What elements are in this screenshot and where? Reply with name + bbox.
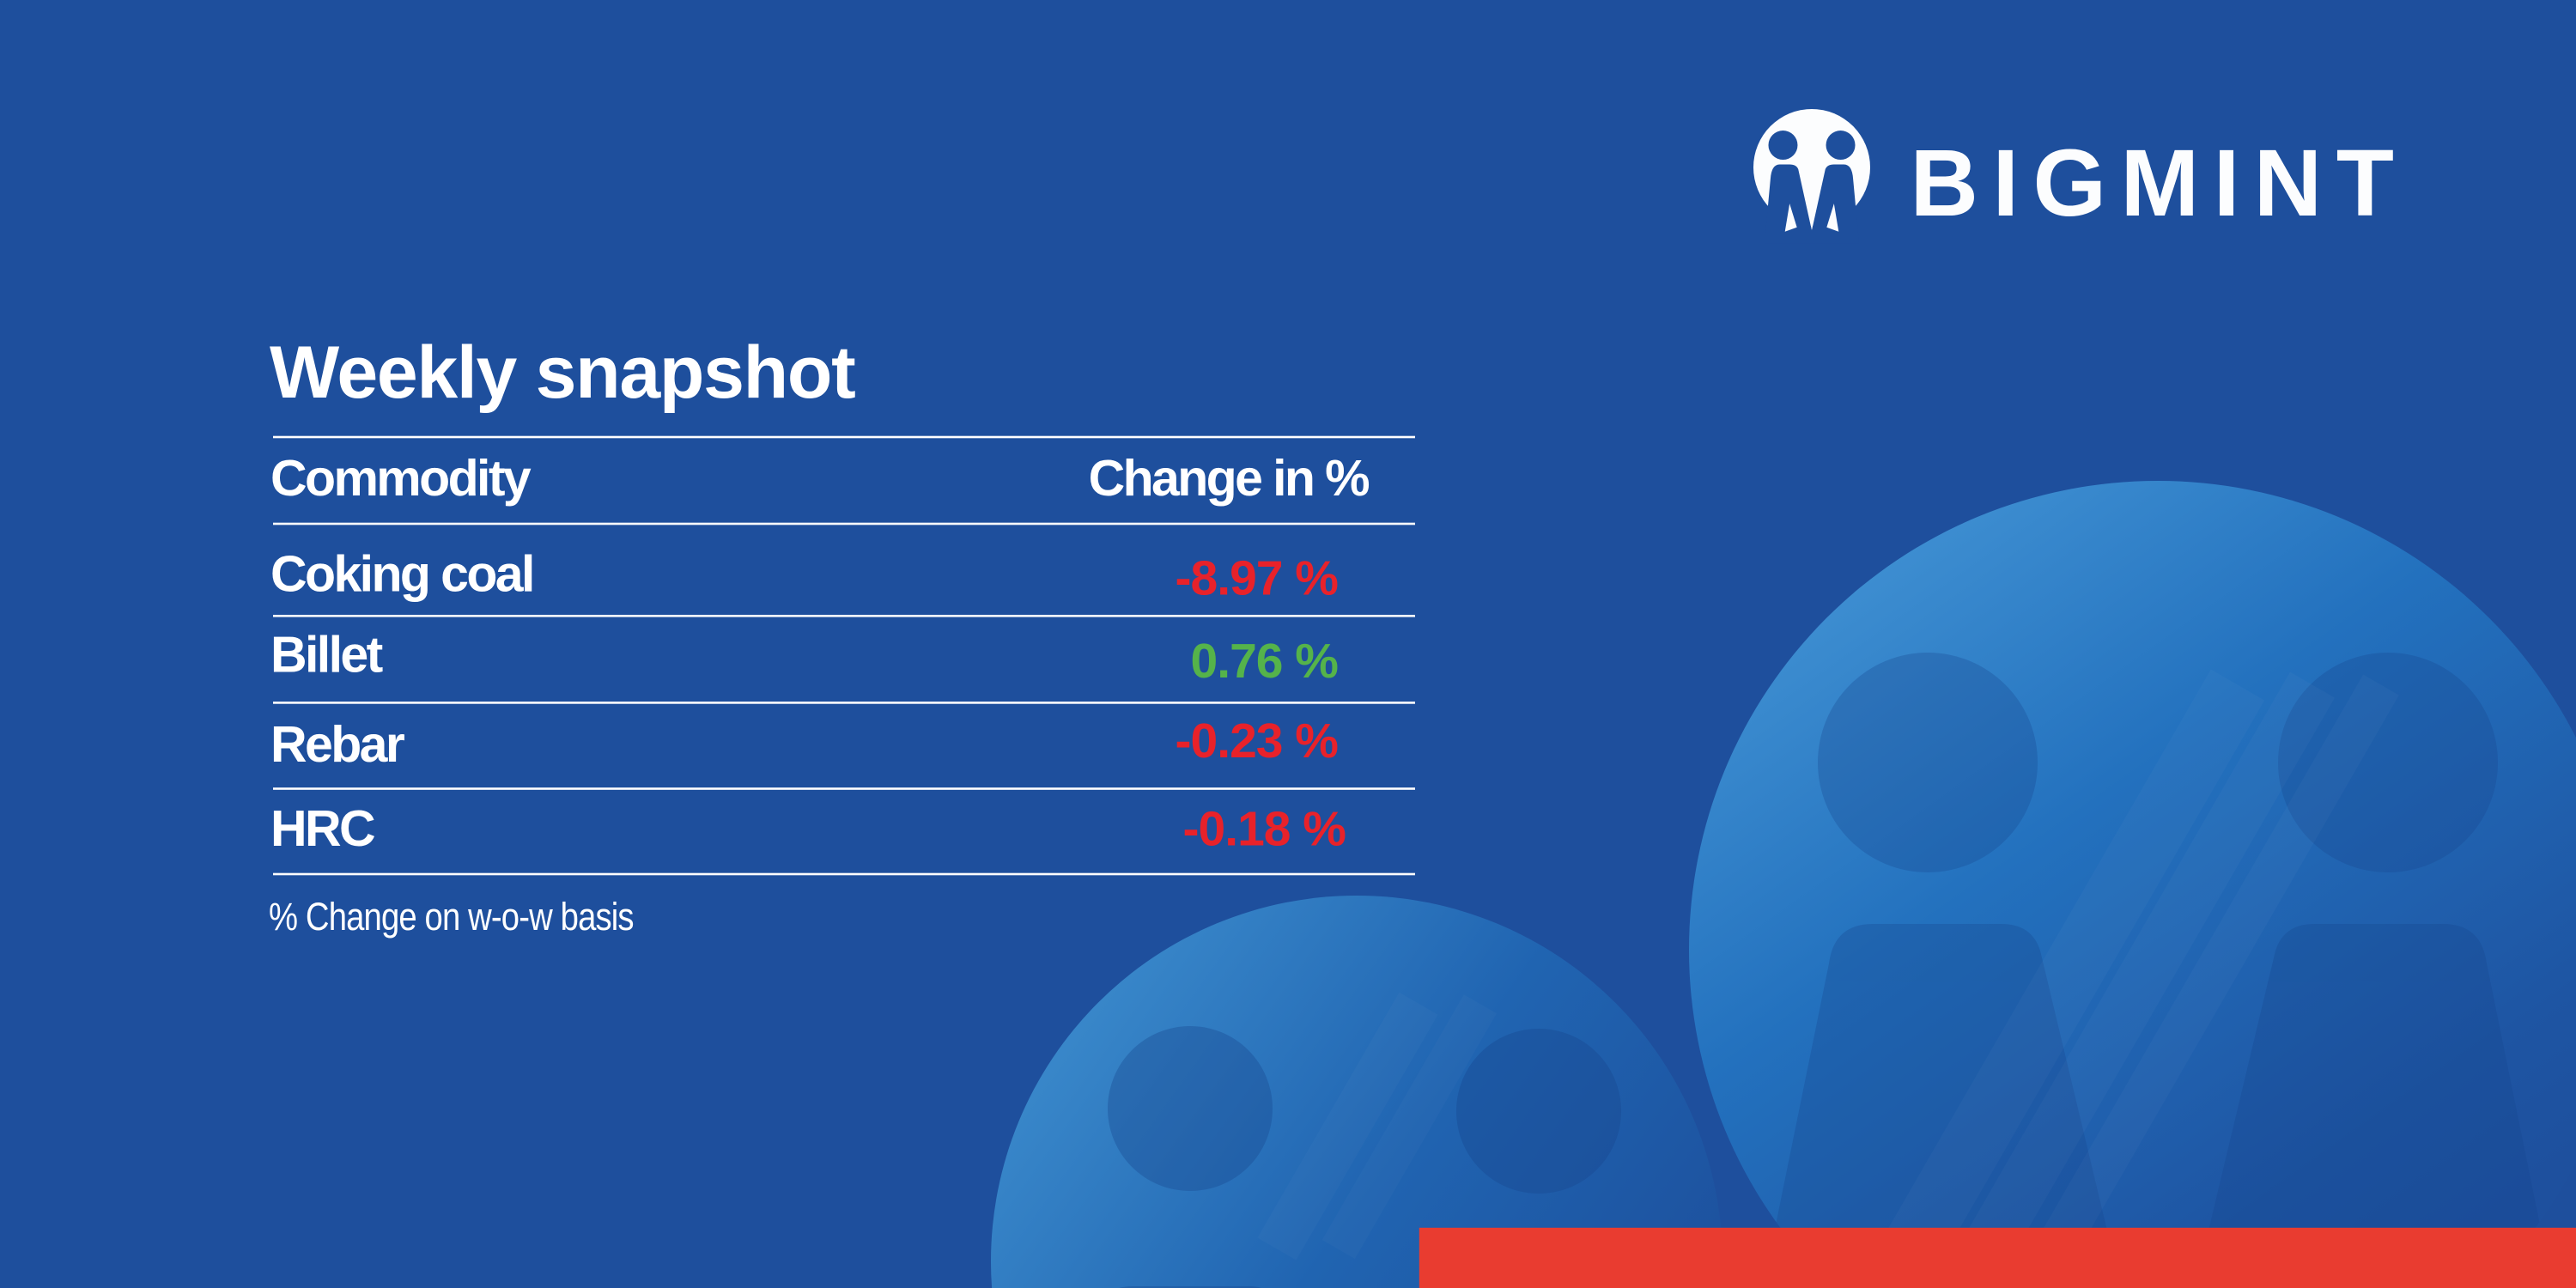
- svg-text:-0.18 %: -0.18 %: [1183, 801, 1346, 856]
- svg-text:Coking coal: Coking coal: [270, 545, 533, 602]
- svg-text:HRC: HRC: [270, 800, 374, 857]
- svg-text:-8.97 %: -8.97 %: [1176, 550, 1339, 605]
- svg-text:-0.23 %: -0.23 %: [1176, 714, 1339, 769]
- svg-text:0.76 %: 0.76 %: [1191, 634, 1339, 689]
- svg-text:Billet: Billet: [270, 626, 383, 683]
- svg-text:Commodity: Commodity: [270, 450, 532, 507]
- svg-text:Change in %: Change in %: [1089, 450, 1370, 507]
- svg-text:% Change on w-o-w basis: % Change on w-o-w basis: [269, 895, 634, 939]
- svg-text:Weekly snapshot: Weekly snapshot: [270, 331, 855, 414]
- svg-text:Rebar: Rebar: [270, 716, 405, 773]
- svg-text:BIGMINT: BIGMINT: [1911, 131, 2409, 236]
